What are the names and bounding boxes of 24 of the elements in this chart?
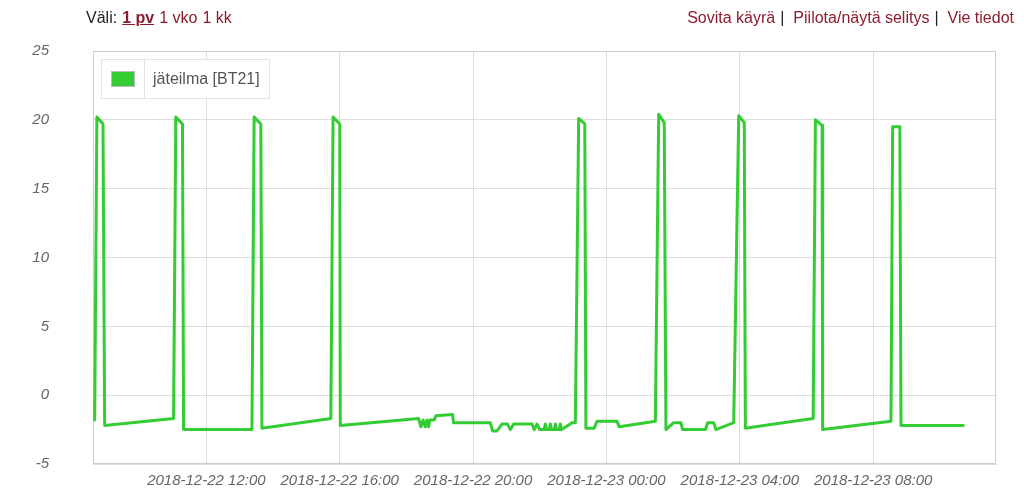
text: Vie tiedot — [947, 9, 1014, 26]
text: Sovita käyrä — [687, 9, 776, 26]
x-tick-label: 2018-12-22 16:00 — [279, 471, 400, 489]
text: | — [934, 9, 939, 26]
x-tick-label: 2018-12-22 20:00 — [412, 471, 533, 489]
series-label: jäteilma [BT21] — [151, 69, 261, 89]
x-tick-label: 2018-12-23 00:00 — [546, 471, 667, 489]
text: 1 vko — [159, 9, 198, 26]
y-tick-label: -5 — [35, 454, 50, 472]
y-tick-label: 15 — [32, 178, 50, 196]
legend-box: jäteilma [BT21] — [101, 59, 270, 99]
y-tick-label: 25 — [31, 41, 50, 59]
y-tick-label: 20 — [31, 110, 50, 128]
y-tick-label: 10 — [32, 247, 50, 265]
x-tick-label: 2018-12-23 08:00 — [812, 471, 934, 489]
text: 1 kk — [202, 9, 232, 26]
x-tick-label: 2018-12-22 12:00 — [146, 471, 267, 489]
y-tick-label: 0 — [40, 385, 50, 403]
y-tick-label: 5 — [40, 316, 50, 334]
text: | — [780, 9, 785, 26]
text: Piilota/näytä selitys — [793, 9, 930, 26]
text: Väli: — [86, 9, 118, 26]
x-tick-label: 2018-12-23 04:00 — [679, 471, 800, 489]
text: 1 pv — [122, 9, 155, 26]
